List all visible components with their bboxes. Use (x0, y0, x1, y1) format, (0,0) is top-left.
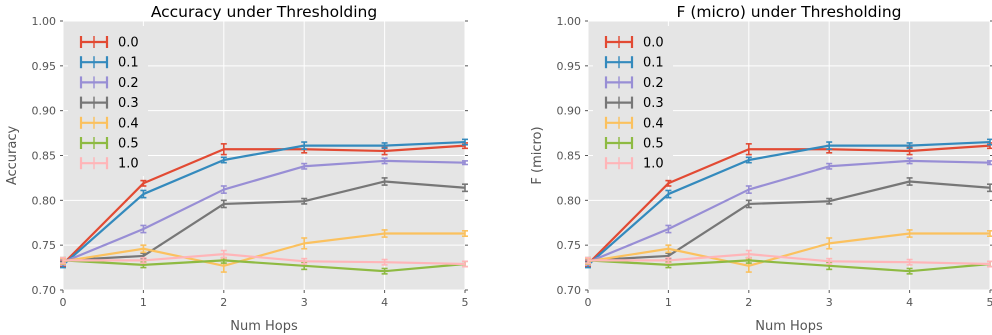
legend-label: 1.0 (643, 157, 664, 172)
x-tick-label: 4 (381, 296, 388, 309)
series-line (62, 140, 466, 266)
legend-item: 0.4 (604, 116, 664, 131)
chart-panel-1: 0 1 2 3 4 5 0.70 0.75 0.80 0.85 0.90 0.95 1.00 Accura… (5, 3, 469, 334)
series-line (62, 159, 466, 264)
series-0-4 (60, 229, 468, 273)
legend-item: 0.0 (79, 36, 139, 51)
chart-panel-2: 0 1 2 3 4 5 0.70 0.75 0.80 0.85 0.90 0.95 1.00 F (mic… (530, 3, 992, 334)
y-tick-label: 0.95 (32, 60, 57, 73)
series-line (588, 253, 991, 266)
chart-title: Accuracy under Thresholding (151, 3, 377, 21)
series-line (62, 259, 466, 273)
x-tick-label: 0 (585, 296, 592, 309)
y-tick-label: 0.85 (557, 150, 582, 163)
y-tick-label: 0.80 (32, 194, 57, 207)
legend-label: 0.0 (643, 36, 664, 51)
series-line (62, 232, 465, 267)
series-line (63, 253, 466, 266)
x-axis-label: Num Hops (755, 319, 823, 334)
legend-item: 0.0 (604, 36, 664, 51)
x-tick-label: 5 (987, 296, 992, 309)
x-tick-label: 2 (745, 296, 752, 309)
y-tick-label: 0.90 (557, 105, 582, 118)
legend-item: 0.5 (79, 137, 139, 152)
legend-item: 0.4 (79, 116, 139, 131)
series-line (587, 140, 991, 266)
legend-item: 0.5 (604, 137, 664, 152)
y-tick-label: 0.75 (32, 239, 57, 252)
series-line (587, 232, 990, 267)
legend-item: 1.0 (79, 157, 139, 172)
legend-label: 0.4 (643, 116, 664, 131)
legend-item: 0.2 (604, 76, 664, 91)
legend-label: 0.2 (118, 76, 139, 91)
series-0-2 (60, 157, 468, 266)
y-tick-label: 1.00 (32, 15, 57, 28)
legend-item: 0.2 (79, 76, 139, 91)
legend-item: 0.3 (79, 96, 139, 111)
legend-label: 0.1 (643, 56, 664, 71)
y-tick-label: 0.70 (32, 284, 57, 297)
series-1-0 (60, 249, 468, 268)
x-tick-label: 5 (462, 296, 469, 309)
y-tick-label: 0.70 (557, 284, 582, 297)
legend: 0.0 0.1 0.2 0.3 0.4 0.5 1.0 (593, 26, 673, 176)
y-tick-label: 0.80 (557, 194, 582, 207)
legend-label: 0.3 (643, 96, 664, 111)
legend: 0.0 0.1 0.2 0.3 0.4 0.5 1.0 (68, 26, 148, 176)
series-0-1 (585, 138, 992, 269)
x-tick-label: 1 (140, 296, 147, 309)
series-line (62, 180, 466, 262)
legend-item: 0.1 (79, 56, 139, 71)
x-tick-label: 1 (665, 296, 672, 309)
x-tick-label: 4 (906, 296, 913, 309)
x-tick-label: 0 (60, 296, 67, 309)
series-line (587, 180, 991, 262)
x-tick-label: 3 (826, 296, 833, 309)
y-axis-label: Accuracy (5, 126, 20, 186)
legend-label: 0.0 (118, 36, 139, 51)
legend-label: 0.2 (643, 76, 664, 91)
x-tick-label: 3 (301, 296, 308, 309)
series-line (587, 144, 991, 265)
series-0-3 (60, 177, 468, 264)
legend-label: 0.5 (643, 137, 664, 152)
y-tick-label: 0.75 (557, 239, 582, 252)
series-line (587, 159, 991, 264)
legend-label: 0.5 (118, 137, 139, 152)
legend-label: 0.3 (118, 96, 139, 111)
x-axis-label: Num Hops (230, 319, 298, 334)
y-tick-label: 0.95 (557, 60, 582, 73)
series-1-0 (585, 249, 992, 268)
y-tick-label: 0.90 (32, 105, 57, 118)
legend-label: 0.1 (118, 56, 139, 71)
legend-item: 1.0 (604, 157, 664, 172)
y-axis-label: F (micro) (530, 126, 545, 184)
y-tick-label: 1.00 (557, 15, 582, 28)
series-line (587, 259, 991, 273)
legend-label: 1.0 (118, 157, 139, 172)
y-tick-label: 0.85 (32, 150, 57, 163)
legend-label: 0.4 (118, 116, 139, 131)
series-0-1 (60, 138, 468, 269)
legend-item: 0.3 (604, 96, 664, 111)
chart-title: F (micro) under Thresholding (677, 3, 902, 21)
series-line (62, 144, 466, 265)
legend-item: 0.1 (604, 56, 664, 71)
x-tick-label: 2 (220, 296, 227, 309)
